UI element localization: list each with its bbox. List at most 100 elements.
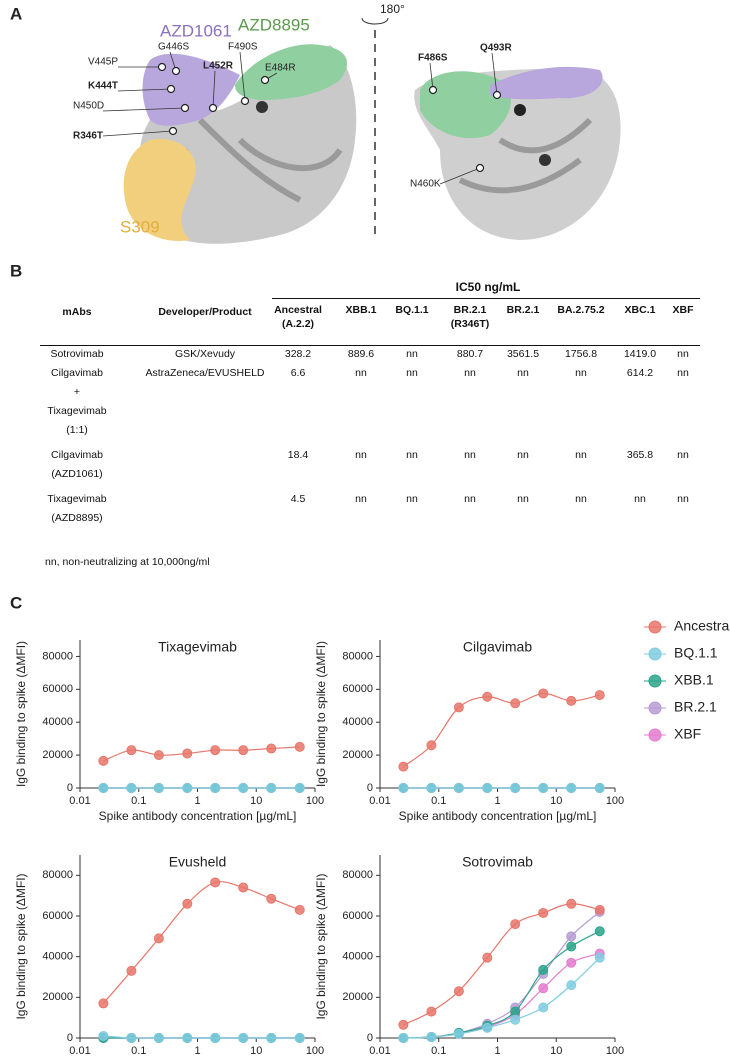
column-header: XBF: [672, 304, 694, 316]
leader-line: [491, 52, 498, 96]
y-tick-label: 20000: [42, 749, 73, 761]
data-point: [98, 783, 109, 793]
mutation-label: G446S: [158, 42, 189, 53]
data-point: [453, 702, 464, 713]
data-point: [538, 688, 549, 699]
data-point: [182, 898, 193, 909]
y-tick-label: 20000: [342, 991, 373, 1003]
table-cell: nn: [677, 449, 689, 461]
data-point: [126, 745, 137, 756]
data-point: [482, 952, 493, 963]
x-axis-label: Spike antibody concentration [µg/mL]: [399, 809, 597, 823]
table-cell: AstraZeneca/EVUSHELD: [145, 367, 265, 379]
table-cell: nn: [406, 449, 418, 461]
mutation-site: [180, 103, 190, 113]
mutation-label: F490S: [228, 42, 258, 53]
fit-curve: [403, 911, 601, 1039]
table-cell: nn: [406, 493, 418, 505]
table-cell: Cilgavimab (AZD1061): [51, 449, 103, 480]
data-point: [294, 1033, 305, 1043]
mutation-site: [157, 62, 167, 72]
x-tick-label: 0.01: [369, 795, 390, 807]
data-point: [538, 783, 549, 793]
data-point: [153, 1033, 164, 1043]
rotation-label: 180°: [380, 2, 405, 16]
column-header: BR.2.1 (R346T): [450, 304, 490, 330]
data-point: [566, 898, 577, 909]
y-tick-label: 40000: [42, 716, 73, 728]
table-cell: 880.7: [456, 348, 484, 360]
y-tick-label: 0: [67, 782, 73, 794]
chart-title: Tixagevimab: [158, 639, 237, 655]
footnote: nn, non-neutralizing at 10,000ng/ml: [45, 556, 210, 568]
data-point: [210, 1033, 221, 1043]
data-point: [98, 998, 109, 1009]
data-point: [453, 783, 464, 793]
y-tick-label: 40000: [342, 951, 373, 963]
mutation-site: [208, 103, 218, 113]
mutation-site: [260, 75, 270, 85]
mutation-site: [168, 126, 178, 136]
data-point: [482, 783, 493, 793]
table-cell: 18.4: [287, 449, 309, 461]
table-cell: nn: [634, 493, 646, 505]
table-cell: nn: [517, 493, 529, 505]
data-point: [426, 783, 437, 793]
table-cell: nn: [575, 367, 587, 379]
y-axis-label: IgG binding to spike (ΔMFI): [314, 873, 328, 1019]
y-tick-label: 80000: [42, 650, 73, 662]
y-axis-label: IgG binding to spike (ΔMFI): [14, 641, 28, 787]
data-point: [510, 1014, 521, 1025]
x-tick-label: 0.1: [431, 795, 446, 807]
column-header: XBC.1: [624, 304, 656, 316]
column-header: XBB.1: [345, 304, 377, 316]
data-point: [482, 691, 493, 702]
table-cell: 6.6: [290, 367, 306, 379]
table-cell: nn: [517, 449, 529, 461]
chart-title: Evusheld: [169, 854, 227, 870]
data-point: [182, 783, 193, 793]
table-cell: nn: [575, 493, 587, 505]
data-point: [426, 740, 437, 751]
mutation-label: V445P: [88, 57, 118, 68]
data-point: [566, 931, 577, 942]
legend-label: XBF: [674, 726, 701, 742]
data-point: [398, 1033, 409, 1043]
y-tick-label: 40000: [42, 951, 73, 963]
table-cell: GSK/Xevudy: [174, 348, 236, 360]
mutation-label: L452R: [203, 61, 234, 72]
y-tick-label: 80000: [42, 869, 73, 881]
x-tick-label: 1: [494, 795, 500, 807]
y-tick-label: 60000: [342, 910, 373, 922]
column-header: BQ.1.1: [395, 304, 429, 316]
data-point: [594, 904, 605, 915]
x-tick-label: 1: [194, 795, 200, 807]
x-tick-label: 0.01: [69, 1045, 90, 1057]
x-axis-label: Spike antibody concentration [µg/mL]: [99, 809, 297, 823]
y-tick-label: 0: [67, 1032, 73, 1044]
data-point: [538, 983, 549, 994]
table-cell: 328.2: [284, 348, 312, 360]
rule: [272, 298, 700, 299]
panel-label: A: [10, 4, 22, 23]
data-point: [210, 783, 221, 793]
data-point: [238, 783, 249, 793]
x-tick-label: 0.1: [431, 1045, 446, 1057]
mutation-label: N460K: [410, 179, 441, 190]
x-tick-label: 0.1: [131, 1045, 146, 1057]
table-cell: nn: [517, 367, 529, 379]
mutation-label: R346T: [73, 131, 103, 142]
group-label: AZD8895: [238, 15, 310, 34]
column-header: Developer/Product: [158, 306, 252, 318]
data-point: [510, 783, 521, 793]
data-point: [153, 933, 164, 944]
data-point: [238, 745, 249, 756]
leader-line: [102, 130, 174, 137]
data-point: [566, 957, 577, 968]
x-tick-label: 10: [550, 1045, 562, 1057]
data-point: [453, 1028, 464, 1039]
data-point: [566, 695, 577, 706]
data-point: [594, 690, 605, 701]
y-axis-label: IgG binding to spike (ΔMFI): [14, 873, 28, 1019]
table-cell: 365.8: [626, 449, 654, 461]
